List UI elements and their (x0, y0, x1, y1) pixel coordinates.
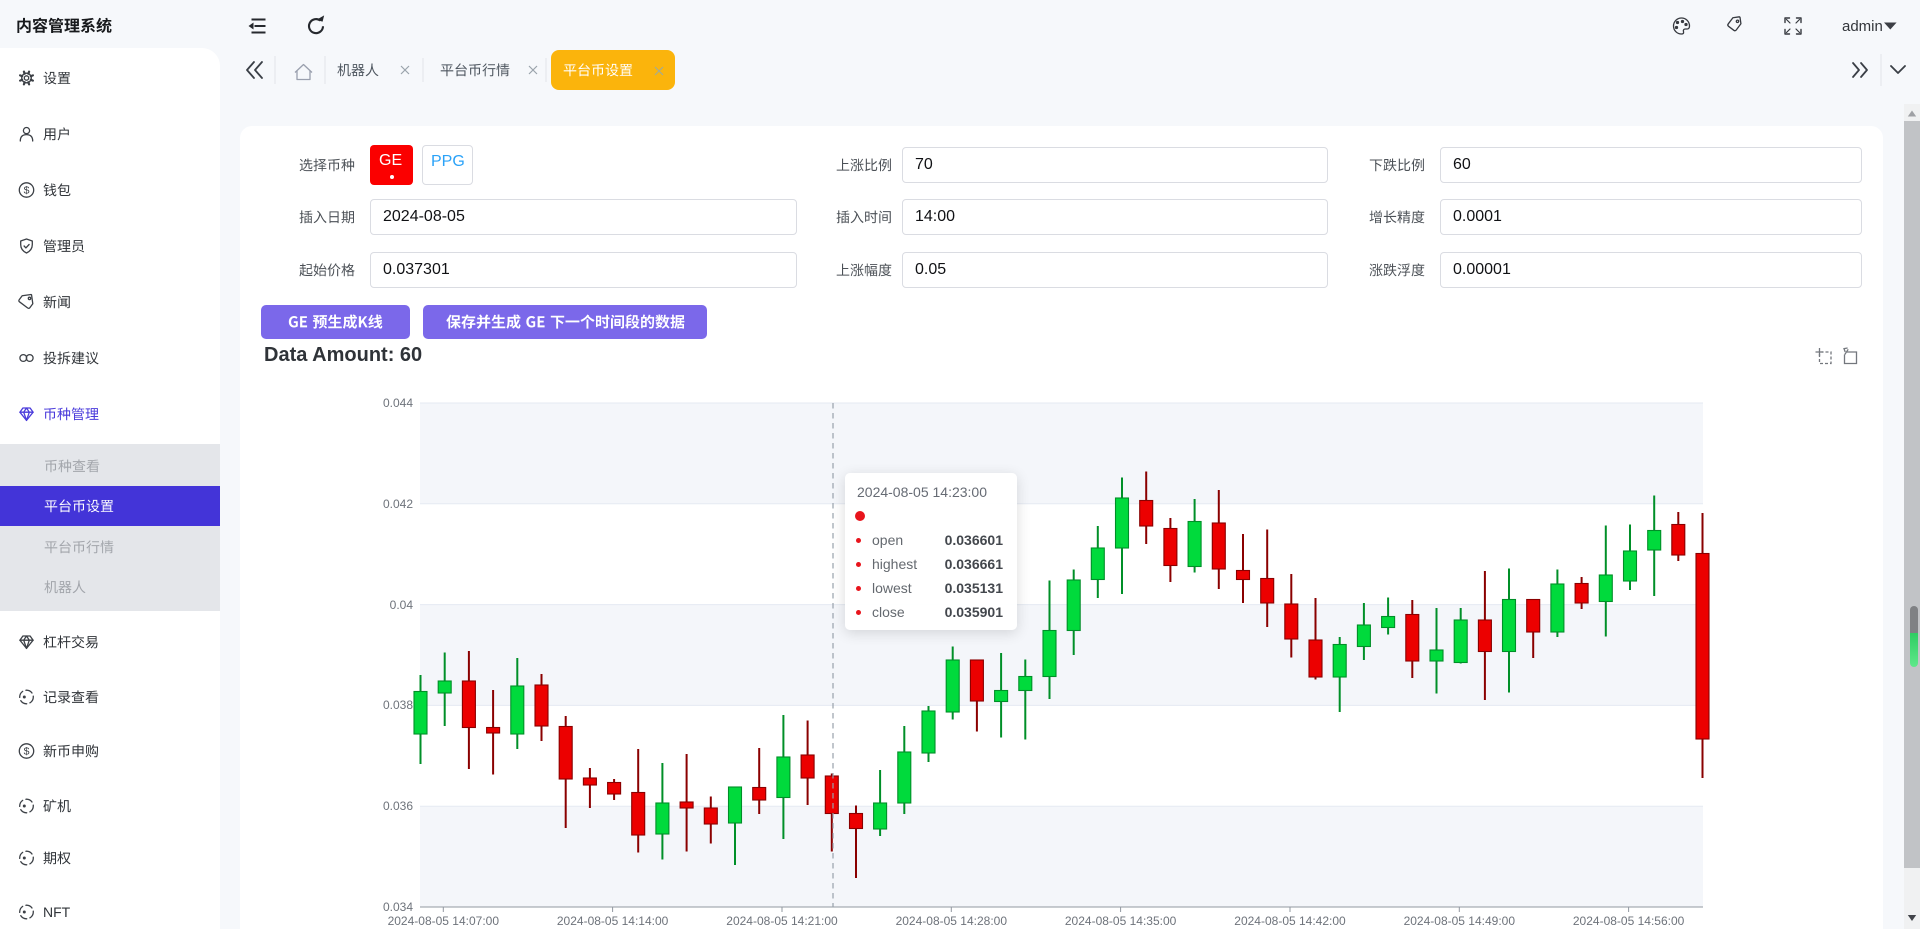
svg-text:0.038: 0.038 (383, 698, 413, 712)
svg-text:$: $ (24, 746, 30, 758)
svg-text:2024-08-05 14:56:00: 2024-08-05 14:56:00 (1573, 914, 1685, 928)
svg-text:2024-08-05 14:07:00: 2024-08-05 14:07:00 (388, 914, 500, 928)
svg-text:2024-08-05 14:14:00: 2024-08-05 14:14:00 (557, 914, 669, 928)
svg-text:2024-08-05 14:49:00: 2024-08-05 14:49:00 (1404, 914, 1516, 928)
svg-text:0.044: 0.044 (383, 396, 413, 410)
svg-text:2024-08-05 14:35:00: 2024-08-05 14:35:00 (1065, 914, 1177, 928)
svg-text:0.034: 0.034 (383, 900, 413, 914)
svg-text:2024-08-05 14:21:00: 2024-08-05 14:21:00 (726, 914, 838, 928)
svg-text:0.04: 0.04 (390, 598, 414, 612)
svg-text:0.036: 0.036 (383, 799, 413, 813)
svg-text:2024-08-05 14:28:00: 2024-08-05 14:28:00 (896, 914, 1008, 928)
svg-text:0.042: 0.042 (383, 497, 413, 511)
svg-text:$: $ (24, 185, 30, 197)
svg-text:2024-08-05 14:42:00: 2024-08-05 14:42:00 (1234, 914, 1346, 928)
